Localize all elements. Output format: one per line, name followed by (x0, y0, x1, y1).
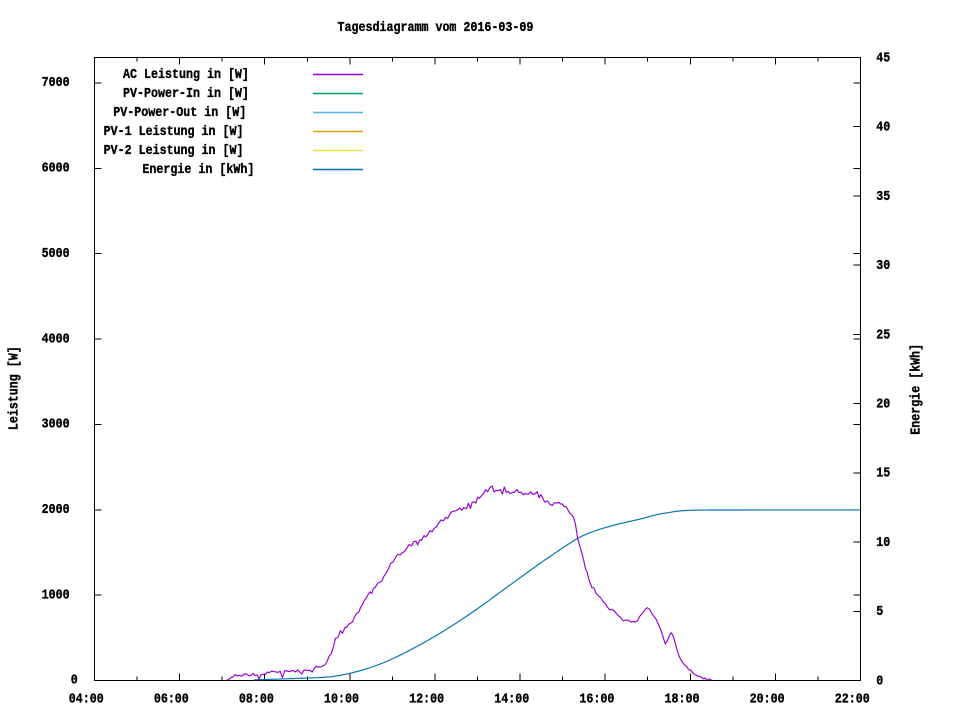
svg-text:14:00: 14:00 (494, 691, 529, 707)
svg-text:3000: 3000 (42, 416, 70, 432)
svg-text:Tagesdiagramm vom 2016-03-09: Tagesdiagramm vom 2016-03-09 (338, 19, 534, 35)
svg-text:Leistung [W]: Leistung [W] (6, 346, 22, 430)
svg-text:04:00: 04:00 (69, 691, 104, 707)
svg-text:22:00: 22:00 (835, 691, 870, 707)
svg-text:18:00: 18:00 (664, 691, 699, 707)
svg-text:PV-2 Leistung in [W]: PV-2 Leistung in [W] (104, 142, 244, 158)
svg-text:7000: 7000 (42, 74, 70, 90)
svg-text:10: 10 (876, 534, 890, 550)
svg-text:PV-Power-Out in [W]: PV-Power-Out in [W] (113, 104, 246, 120)
svg-text:Energie [kWh]: Energie [kWh] (908, 344, 924, 435)
svg-text:20: 20 (876, 396, 890, 412)
svg-text:25: 25 (876, 327, 890, 343)
svg-text:15: 15 (876, 465, 890, 481)
svg-text:2000: 2000 (42, 501, 70, 517)
svg-text:08:00: 08:00 (239, 691, 274, 707)
svg-text:12:00: 12:00 (409, 691, 444, 707)
svg-text:45: 45 (876, 50, 890, 66)
svg-text:16:00: 16:00 (579, 691, 614, 707)
svg-text:1000: 1000 (42, 587, 70, 603)
svg-text:4000: 4000 (42, 330, 70, 346)
svg-text:10:00: 10:00 (324, 691, 359, 707)
svg-text:0: 0 (71, 672, 78, 688)
svg-text:35: 35 (876, 188, 890, 204)
svg-text:PV-Power-In in [W]: PV-Power-In in [W] (123, 85, 249, 101)
svg-text:5000: 5000 (42, 245, 70, 261)
svg-text:30: 30 (876, 257, 890, 273)
svg-text:40: 40 (876, 119, 890, 135)
svg-text:06:00: 06:00 (154, 691, 189, 707)
svg-text:AC Leistung in [W]: AC Leistung in [W] (123, 66, 249, 82)
svg-text:0: 0 (876, 673, 883, 689)
svg-text:Energie in [kWh]: Energie in [kWh] (142, 161, 254, 177)
svg-text:20:00: 20:00 (750, 691, 785, 707)
svg-text:5: 5 (876, 603, 883, 619)
svg-text:PV-1 Leistung in [W]: PV-1 Leistung in [W] (104, 123, 244, 139)
svg-text:6000: 6000 (42, 160, 70, 176)
